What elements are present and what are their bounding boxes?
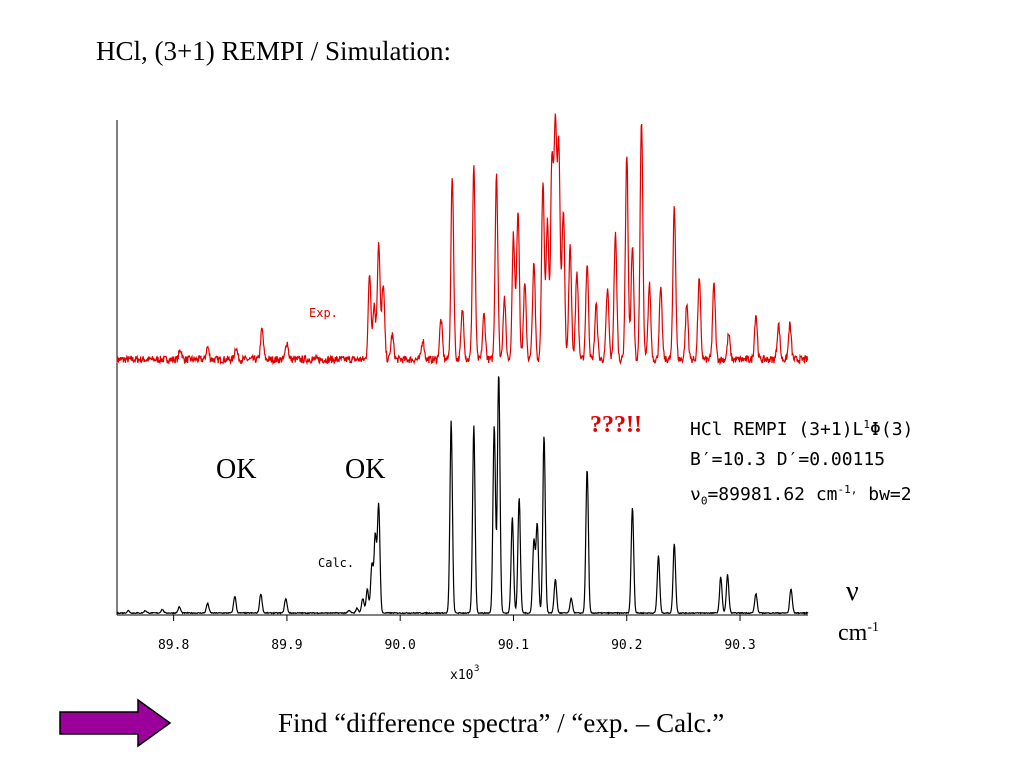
x-tick-label: 89.8: [158, 638, 189, 653]
page-title: HCl, (3+1) REMPI / Simulation:: [96, 36, 451, 66]
calc-spectrum: [116, 376, 809, 615]
chart-axes: [116, 120, 808, 621]
x-tick-label: 89.9: [271, 638, 302, 653]
series-label-calc: Calc.: [318, 556, 354, 570]
info-line-3: ν0=89981.62 cm-1, bw=2: [690, 483, 912, 508]
footer-note: Find “difference spectra” / “exp. – Calc…: [278, 708, 725, 738]
calc-series-line: [116, 376, 809, 615]
info-line-1: HCl REMPI (3+1)L1Φ(3): [690, 418, 914, 440]
x-tick-label: 90.3: [724, 638, 755, 653]
exp-spectrum: [116, 113, 809, 366]
chart-labels: 89.8 89.9 90.0 90.1 90.2 90.3 x10 3 Exp. Calc.: [158, 306, 756, 683]
ok-label-left: OK: [216, 454, 257, 485]
x-multiplier-exponent: 3: [474, 664, 479, 674]
nu-symbol: ν: [846, 576, 859, 607]
x-multiplier-label: x10: [450, 668, 473, 683]
x-tick-label: 90.2: [611, 638, 642, 653]
series-label-exp: Exp.: [309, 306, 338, 320]
exp-series-line: [116, 113, 809, 366]
arrow-right-icon: [59, 698, 172, 748]
x-tick-label: 90.0: [385, 638, 416, 653]
x-tick-label: 90.1: [498, 638, 529, 653]
unit-label: cm-1: [838, 620, 879, 646]
question-annotation: ???!!: [590, 412, 642, 438]
ok-label-right: OK: [345, 454, 386, 485]
simulation-info-box: HCl REMPI (3+1)L1Φ(3) B′=10.3 D′=0.00115…: [690, 410, 913, 517]
info-line-2: B′=10.3 D′=0.00115: [690, 449, 886, 470]
